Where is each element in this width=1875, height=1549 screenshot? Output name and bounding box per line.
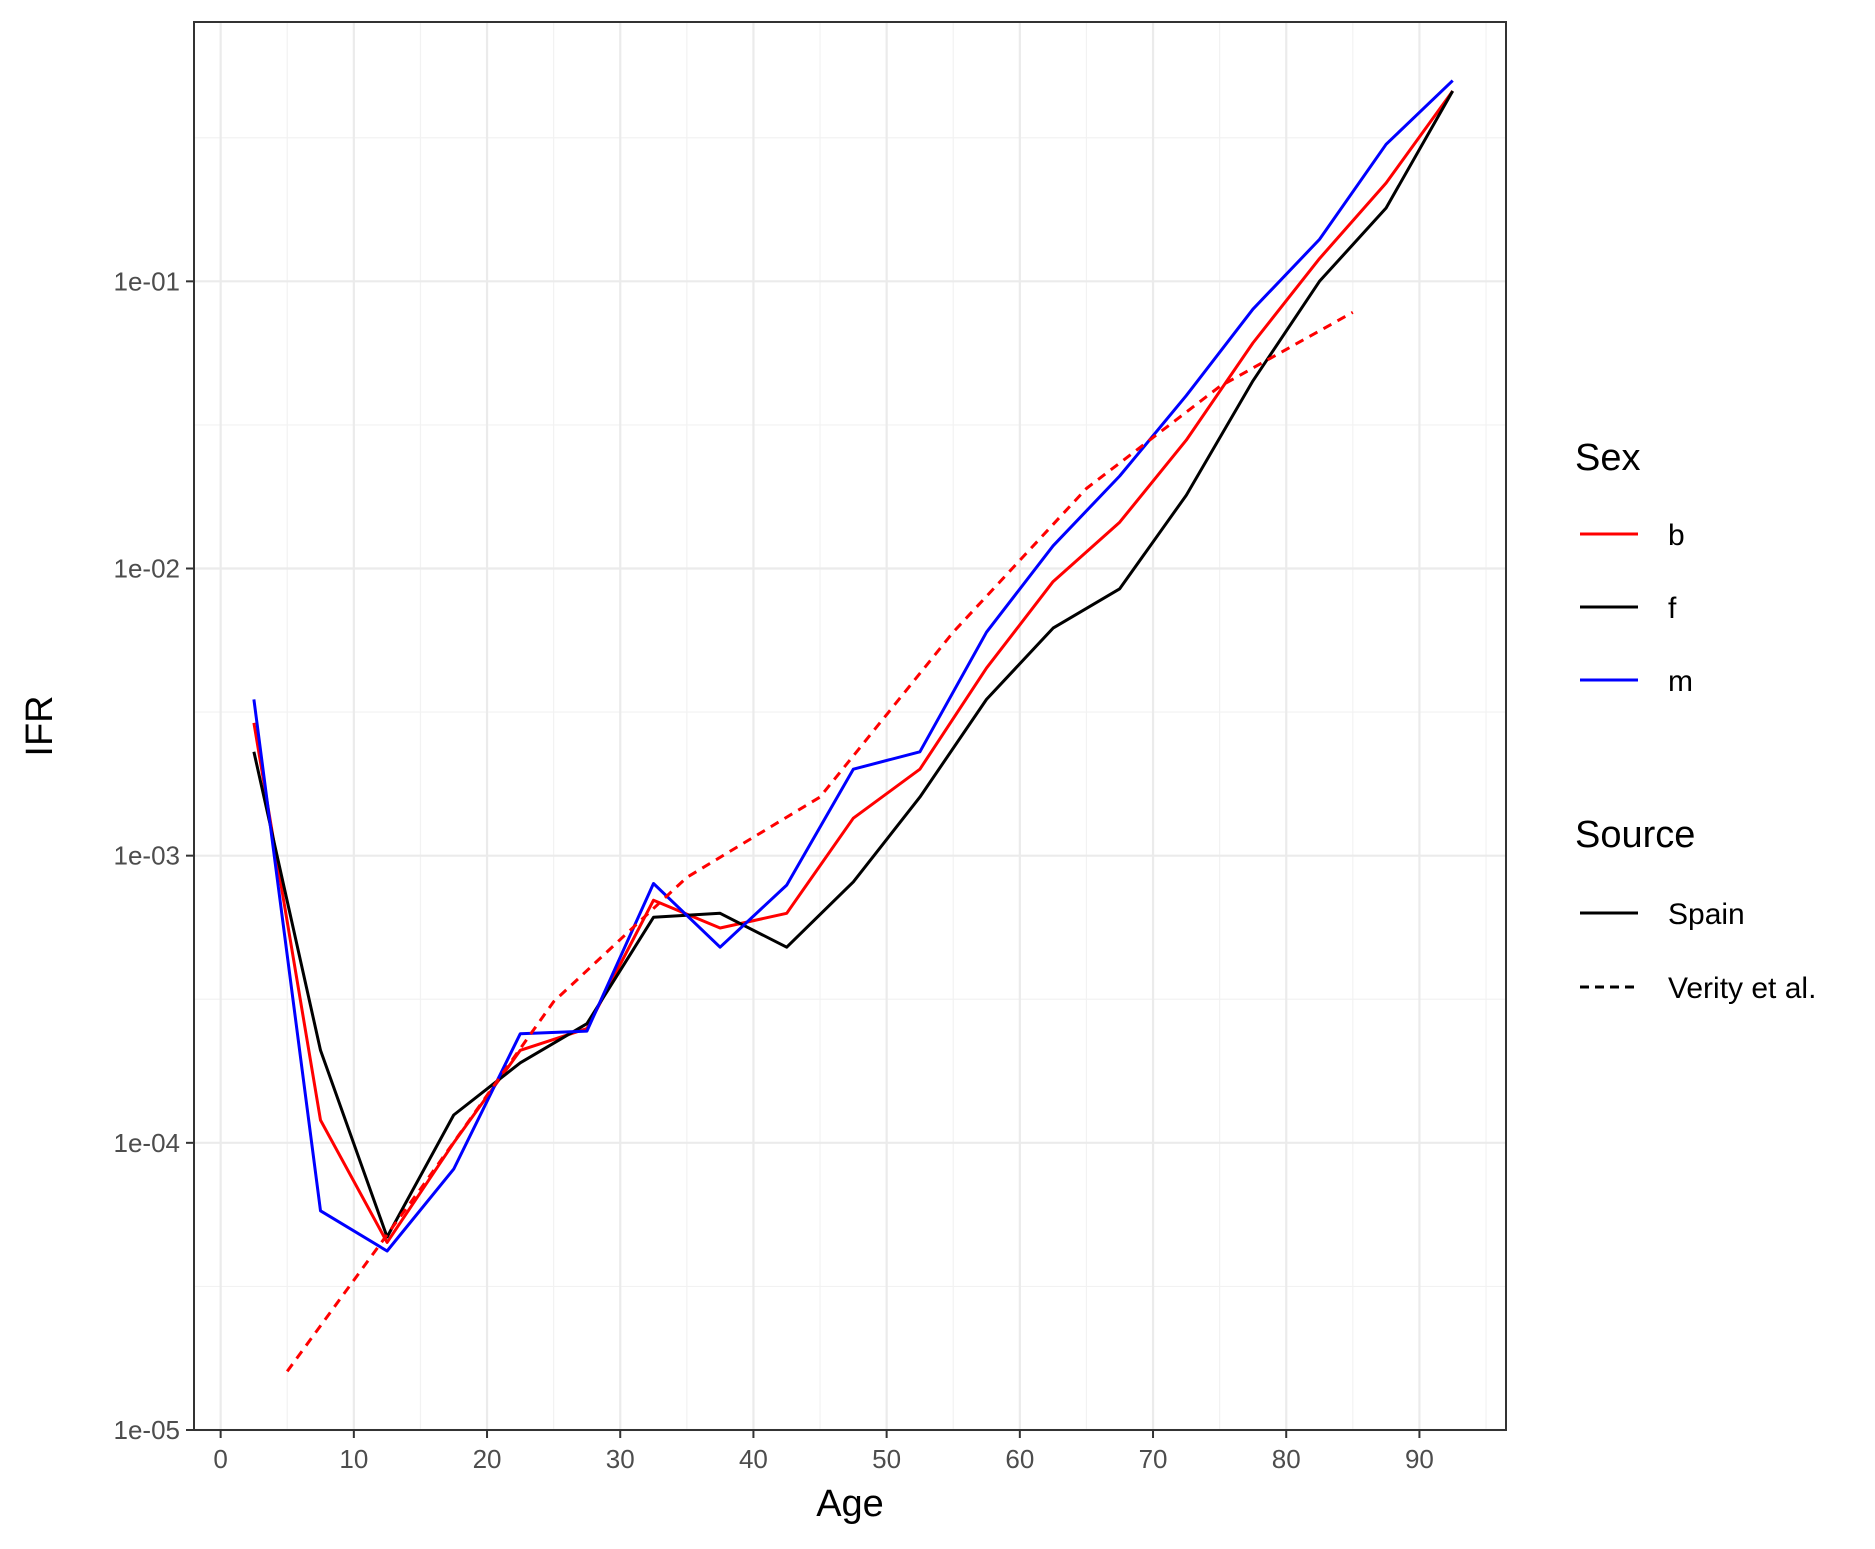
y-tick-label: 1e-02 [114,554,181,584]
legend-source-title: Source [1575,814,1695,856]
plot-panel-border [193,21,1507,1431]
legend-sex: Sex b f m [1575,437,1693,698]
y-tick-label: 1e-05 [114,1415,181,1445]
y-axis: 1e-05 1e-04 1e-03 1e-02 1e-01 [114,266,194,1445]
x-tick-label: 50 [872,1444,901,1474]
series-lines [252,79,1455,1373]
x-tick-label: 10 [339,1444,368,1474]
y-tick-label: 1e-03 [114,841,181,871]
x-tick-label: 0 [213,1444,227,1474]
x-tick-label: 20 [473,1444,502,1474]
legend-label-spain: Spain [1668,898,1745,931]
y-axis-title: IFR [19,695,61,756]
legend-label-m: m [1668,665,1693,698]
x-tick-label: 80 [1272,1444,1301,1474]
y-tick-label: 1e-01 [114,266,181,296]
plot-panel-background [194,22,1506,1430]
legend-label-f: f [1668,592,1677,625]
legend-label-verity: Verity et al. [1668,972,1816,1005]
series-line-b-spain [252,90,1454,1244]
legend-label-b: b [1668,519,1685,552]
minor-grid [194,22,1506,1430]
major-grid [194,22,1506,1432]
x-tick-label: 70 [1139,1444,1168,1474]
x-tick-label: 30 [606,1444,635,1474]
x-axis-title: Age [816,1483,884,1525]
series-line-f-spain [252,90,1455,1239]
legend-source: Source Spain Verity et al. [1575,814,1816,1005]
legend-sex-title: Sex [1575,437,1640,479]
x-tick-label: 40 [739,1444,768,1474]
series-line-b-verity-et-al [285,310,1354,1373]
x-tick-label: 60 [1005,1444,1034,1474]
y-tick-label: 1e-04 [114,1128,181,1158]
x-axis: 0 10 20 30 40 50 60 70 80 90 [213,1430,1434,1474]
series-line-m-spain [252,79,1454,1253]
x-tick-label: 90 [1405,1444,1434,1474]
